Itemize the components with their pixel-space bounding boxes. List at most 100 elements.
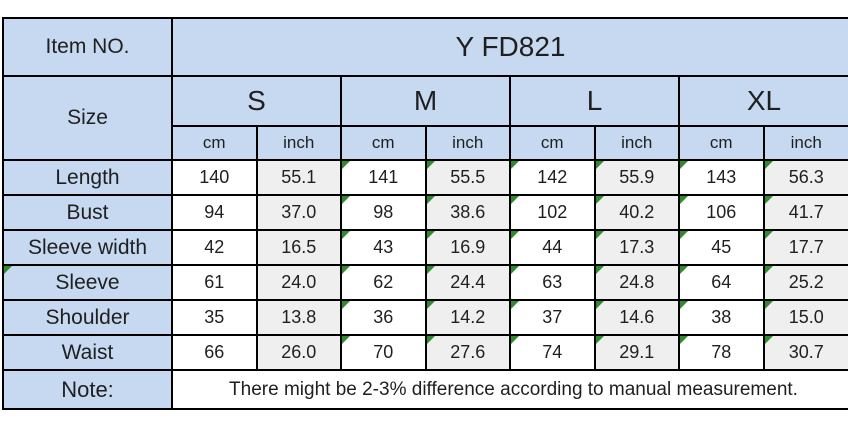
cell-value: 24.4 <box>450 272 486 292</box>
measurement-cell: 98 <box>340 194 427 231</box>
note-text-cell: There might be 2-3% difference according… <box>171 369 848 410</box>
size-group-header-l: L <box>509 75 680 127</box>
measurement-cell: 42 <box>171 229 258 266</box>
measurement-cell: 61 <box>171 264 258 301</box>
cell-value: 98 <box>373 202 394 222</box>
cell-value: 141 <box>368 167 399 187</box>
measurement-cell: 29.1 <box>593 334 680 371</box>
cell-value: 102 <box>537 202 568 222</box>
measurement-cell: 63 <box>509 264 596 301</box>
item-no-row: Item NO. Y FD821 <box>2 17 848 77</box>
unit-headers-row: cm inch cm inch cm inch cm inch <box>3 125 848 161</box>
measurement-cell: 106 <box>678 194 765 231</box>
cell-value: 142 <box>537 167 568 187</box>
green-corner-flag-icon <box>342 232 350 239</box>
cell-value: 25.2 <box>788 272 824 292</box>
cell-value: 56.3 <box>788 167 824 187</box>
cell-value: 24.8 <box>619 272 655 292</box>
measurement-cell: 55.9 <box>593 159 680 196</box>
unit-header: cm <box>171 125 258 161</box>
note-row: Note: There might be 2-3% difference acc… <box>2 369 848 410</box>
row-label-text: Sleeve <box>55 270 120 294</box>
measurement-cell: 45 <box>678 229 765 266</box>
green-corner-flag-icon <box>511 197 519 204</box>
green-corner-flag-icon <box>342 197 350 204</box>
cell-value: 55.1 <box>281 167 317 187</box>
table-row-bust: Bust 94 37.0 98 38.6 102 40.2 106 41.7 <box>2 194 848 231</box>
cell-value: 17.3 <box>619 237 655 257</box>
item-no-label-cell: Item NO. <box>2 17 173 77</box>
cell-value: 62 <box>373 272 394 292</box>
measurement-cell: 24.0 <box>255 264 342 301</box>
row-label: Shoulder <box>2 299 173 336</box>
green-corner-flag-icon <box>342 302 350 309</box>
measurement-cell: 35 <box>171 299 258 336</box>
green-corner-flag-icon <box>596 267 604 274</box>
unit-header: inch <box>593 125 680 161</box>
measurement-cell: 14.6 <box>593 299 680 336</box>
measurement-cell: 55.5 <box>424 159 511 196</box>
green-corner-flag-icon <box>511 162 519 169</box>
unit-header: cm <box>340 125 427 161</box>
green-corner-flag-icon <box>511 302 519 309</box>
green-corner-flag-icon <box>596 302 604 309</box>
note-text: There might be 2-3% difference according… <box>229 378 798 400</box>
size-label-cell: Size <box>2 75 173 161</box>
table-row-length: Length 140 55.1 141 55.5 142 55.9 143 56… <box>2 159 848 196</box>
row-label: Waist <box>2 334 173 371</box>
green-corner-flag-icon <box>427 267 435 274</box>
cell-value: 37.0 <box>281 202 317 222</box>
cell-value: 15.0 <box>788 307 824 327</box>
green-corner-flag-icon <box>511 232 519 239</box>
row-label: Sleeve <box>2 264 173 301</box>
table-row-waist: Waist 66 26.0 70 27.6 74 29.1 78 30.7 <box>2 334 848 371</box>
measurement-cell: 40.2 <box>593 194 680 231</box>
size-group-header-m: M <box>340 75 511 127</box>
cell-value: 106 <box>706 202 737 222</box>
green-corner-flag-icon <box>765 197 773 204</box>
measurement-cell: 94 <box>171 194 258 231</box>
item-no-value-cell: Y FD821 <box>171 17 848 77</box>
green-corner-flag-icon <box>342 162 350 169</box>
green-corner-flag-icon <box>680 337 688 344</box>
row-label: Length <box>2 159 173 196</box>
measurement-cell: 37 <box>509 299 596 336</box>
cell-value: 17.7 <box>788 237 824 257</box>
green-corner-flag-icon <box>511 267 519 274</box>
cell-value: 24.0 <box>281 272 317 292</box>
green-corner-flag-icon <box>427 302 435 309</box>
measurement-cell: 64 <box>678 264 765 301</box>
green-corner-flag-icon <box>596 337 604 344</box>
measurement-cell: 30.7 <box>762 334 848 371</box>
unit-header: inch <box>424 125 511 161</box>
cell-value: 26.0 <box>281 342 317 362</box>
green-corner-flag-icon <box>765 337 773 344</box>
measurement-cell: 16.5 <box>255 229 342 266</box>
cell-value: 16.9 <box>450 237 486 257</box>
cell-value: 143 <box>706 167 737 187</box>
green-corner-flag-icon <box>680 302 688 309</box>
measurement-cell: 13.8 <box>255 299 342 336</box>
cell-value: 37 <box>542 307 563 327</box>
measurement-cell: 26.0 <box>255 334 342 371</box>
cell-value: 35 <box>204 307 225 327</box>
table-row-shoulder: Shoulder 35 13.8 36 14.2 37 14.6 38 15.0 <box>2 299 848 336</box>
measurement-cell: 24.8 <box>593 264 680 301</box>
measurement-cell: 62 <box>340 264 427 301</box>
measurement-cell: 37.0 <box>255 194 342 231</box>
measurement-cell: 56.3 <box>762 159 848 196</box>
size-chart-table: Item NO. Y FD821 Size S M L XL cm inch c… <box>2 17 848 410</box>
measurement-cell: 41.7 <box>762 194 848 231</box>
measurement-cell: 25.2 <box>762 264 848 301</box>
cell-value: 16.5 <box>281 237 317 257</box>
table-row-sleeve-width: Sleeve width 42 16.5 43 16.9 44 17.3 45 … <box>2 229 848 266</box>
green-corner-flag-icon <box>680 232 688 239</box>
green-corner-flag-icon <box>765 232 773 239</box>
measurement-cell: 15.0 <box>762 299 848 336</box>
measurement-cell: 78 <box>678 334 765 371</box>
measurement-cell: 74 <box>509 334 596 371</box>
unit-header: inch <box>255 125 342 161</box>
measurement-cell: 27.6 <box>424 334 511 371</box>
cell-value: 14.6 <box>619 307 655 327</box>
green-corner-flag-icon <box>680 267 688 274</box>
